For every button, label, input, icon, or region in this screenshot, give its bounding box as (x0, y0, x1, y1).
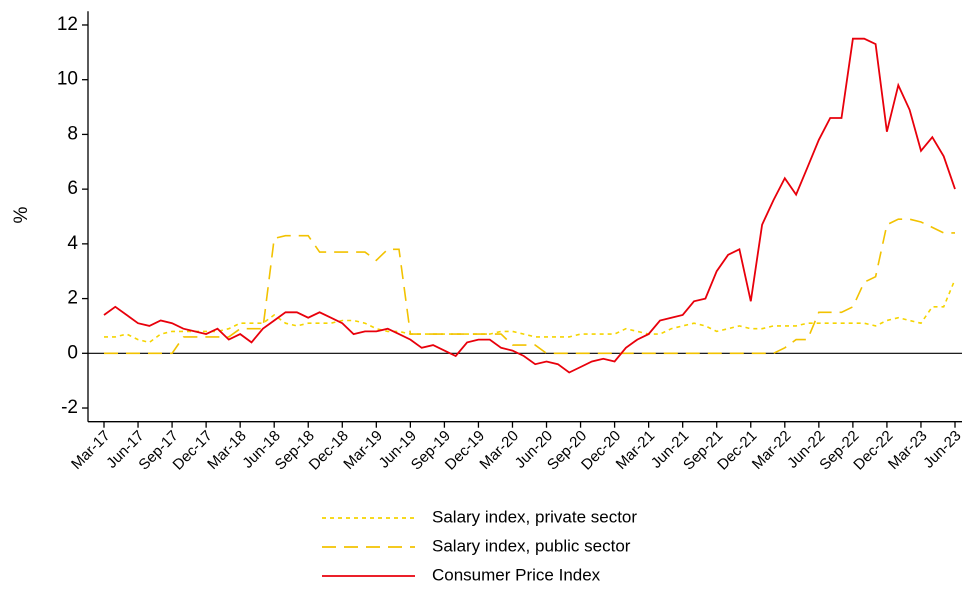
series-line (104, 218, 955, 355)
x-tick-label: Mar-23 (885, 427, 931, 473)
x-tick-label: Mar-17 (68, 427, 114, 473)
y-tick-label: 4 (67, 233, 78, 254)
y-tick-label: 8 (67, 123, 78, 144)
y-tick-label: 12 (57, 14, 78, 35)
y-tick-label: 10 (57, 69, 78, 90)
x-tick-label: Mar-21 (613, 427, 659, 473)
y-axis-label: % (11, 206, 32, 223)
legend-label: Consumer Price Index (432, 565, 601, 584)
y-tick-label: 6 (67, 178, 78, 199)
y-tick-label: 2 (67, 288, 78, 309)
y-tick-label: 0 (67, 342, 78, 363)
series-line (103, 37, 956, 374)
x-tick-label: Mar-18 (204, 427, 250, 473)
legend-label: Salary index, public sector (432, 536, 631, 555)
x-tick-label: Jun-23 (920, 427, 964, 471)
y-tick-label: -2 (61, 397, 78, 418)
x-tick-label: Mar-20 (476, 427, 522, 473)
x-tick-label: Mar-19 (340, 427, 386, 473)
x-tick-label: Mar-22 (749, 427, 795, 473)
legend-label: Salary index, private sector (432, 507, 637, 526)
series-line (104, 279, 956, 344)
